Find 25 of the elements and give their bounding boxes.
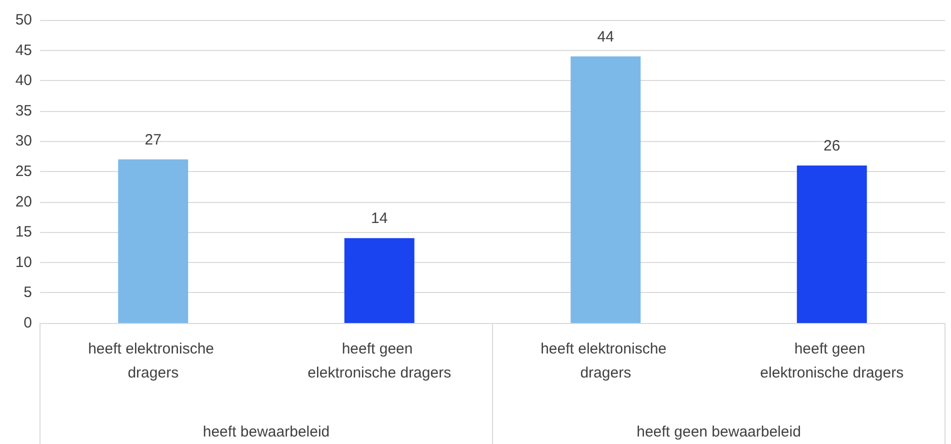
y-tick-label: 15: [15, 224, 32, 241]
y-tick-label: 5: [24, 284, 32, 302]
x-tick-label: heeft elektronische dragers: [88, 340, 218, 382]
y-tick-label: 40: [15, 72, 32, 90]
y-tick-label: 30: [15, 132, 32, 150]
bar: [796, 165, 867, 323]
bar: [570, 56, 641, 323]
x-tick-label: heeft geen elektronische dragers: [308, 340, 452, 382]
data-label: 26: [824, 137, 840, 154]
x-tick-label: heeft geen elektronische dragers: [760, 340, 904, 382]
y-tick-label: 50: [15, 12, 32, 28]
y-tick-label: 0: [24, 314, 32, 332]
bar: [344, 238, 414, 323]
y-tick-label: 45: [15, 42, 32, 59]
y-tick-label: 10: [15, 254, 32, 271]
x-tick-label: heeft elektronische dragers: [540, 340, 671, 382]
text: heeft geen bewaarbeleid: [636, 424, 801, 440]
bar: [118, 159, 188, 323]
data-label: 27: [144, 131, 162, 148]
text: heeft bewaarbeleid: [202, 424, 330, 440]
data-label: 14: [371, 210, 388, 228]
y-tick-label: 20: [15, 193, 32, 210]
y-tick-label: 25: [15, 163, 32, 180]
data-label: 44: [597, 28, 614, 46]
y-tick-label: 35: [15, 102, 32, 120]
